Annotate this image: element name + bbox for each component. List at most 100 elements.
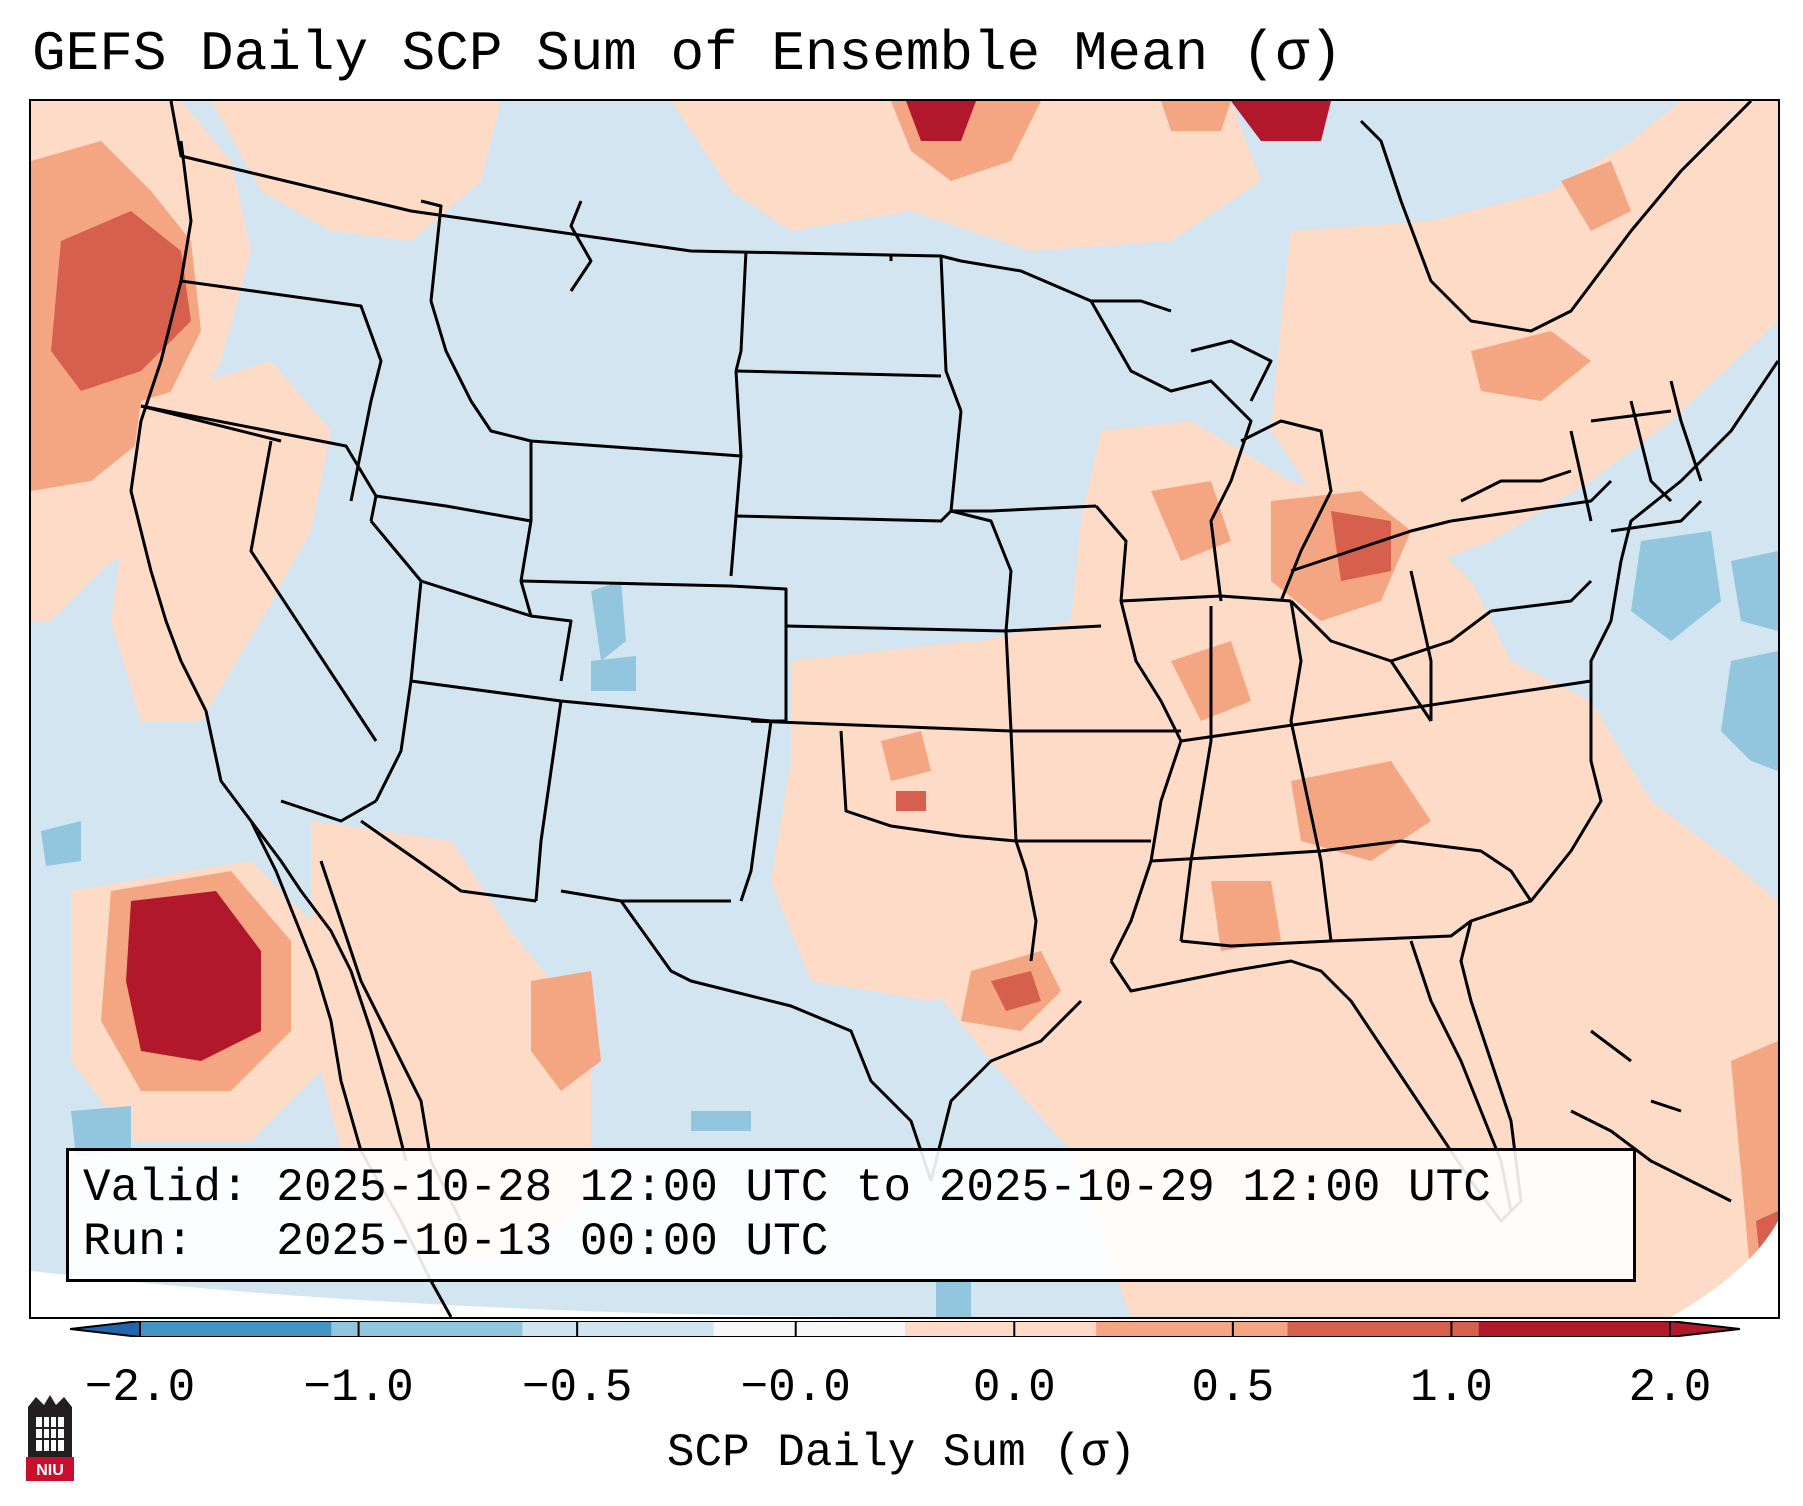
anomaly-patch [51, 211, 191, 391]
state-border [1014, 840, 1038, 962]
anomaly-patch [1731, 551, 1778, 631]
state-border [735, 369, 942, 378]
state-border [530, 370, 743, 458]
state-border [280, 799, 377, 823]
map-panel [29, 99, 1780, 1319]
state-border [1180, 939, 1332, 948]
anomaly-patch [1291, 761, 1431, 861]
anomaly-patch [771, 641, 1031, 1001]
niu-logo: NIU [26, 1395, 74, 1481]
colorbar-bin [331, 1321, 523, 1337]
caribbean-island [1650, 1099, 1682, 1113]
great-lakes-shoreline [1240, 419, 1333, 602]
valid-time-text: Valid: 2025-10-28 12:00 UTC to 2025-10-2… [83, 1162, 1491, 1214]
anomaly-patch [111, 361, 331, 721]
chart-title: GEFS Daily SCP Sum of Ensemble Mean (σ) [32, 22, 1343, 86]
coastline-west [129, 140, 453, 1317]
anomaly-patch [1161, 101, 1231, 131]
colorbar-tick-label: 0.5 [1191, 1362, 1275, 1414]
colorbar-tick-label: −0.5 [521, 1362, 633, 1414]
state-border [751, 626, 788, 723]
state-border [249, 440, 378, 742]
state-border [140, 404, 378, 522]
anomaly-patch [991, 971, 1041, 1011]
colorbar-tick-label: −1.0 [303, 1362, 414, 1414]
run-time-text: Run: 2025-10-13 00:00 UTC [83, 1216, 829, 1268]
anomaly-patch [1211, 881, 1281, 951]
niu-logo-text: NIU [36, 1462, 64, 1479]
state-border [534, 700, 563, 902]
us-canada-border [169, 101, 1172, 313]
state-border [1450, 479, 1613, 523]
state-border [730, 584, 788, 626]
state-border [735, 504, 1097, 523]
scp-map [31, 101, 1778, 1317]
anomaly-patch [881, 731, 931, 781]
state-border [939, 255, 963, 412]
great-lakes-shoreline [1190, 339, 1273, 402]
anomaly-patch [1721, 651, 1778, 771]
state-border [1409, 570, 1433, 721]
great-lakes-shoreline [1290, 519, 1452, 573]
state-border [750, 719, 1012, 733]
anomaly-patch [821, 421, 1778, 1317]
anomaly-patch [126, 891, 261, 1061]
state-border [1610, 499, 1703, 533]
colorbar-bin [522, 1321, 715, 1337]
state-border [619, 900, 933, 1182]
state-border [520, 579, 732, 588]
anomaly-patch [531, 971, 601, 1091]
anomaly-patch [71, 1106, 131, 1156]
state-border [369, 520, 423, 802]
colorbar-bins [70, 1321, 1740, 1337]
state-border [1180, 679, 1592, 743]
state-border [1590, 409, 1672, 423]
anomaly-patch [1561, 161, 1631, 231]
state-boundaries [129, 101, 1778, 1317]
state-border [1490, 579, 1593, 613]
anomaly-patch [41, 821, 81, 866]
colorbar-tick-label: −2.0 [84, 1362, 196, 1414]
anomaly-patch [906, 101, 976, 141]
state-border [1005, 624, 1102, 633]
state-border [1389, 660, 1433, 722]
state-border [950, 509, 1013, 632]
great-lakes-shoreline [1460, 469, 1572, 503]
state-border [739, 720, 773, 902]
anomaly-patch [936, 1281, 971, 1317]
anomaly-patch [691, 1111, 751, 1131]
projection-mask [31, 1271, 931, 1317]
state-border [560, 889, 731, 903]
state-border [1629, 400, 1673, 503]
state-border [949, 410, 963, 512]
colorbar-tick-label: 1.0 [1410, 1362, 1493, 1414]
anomaly-patch [1471, 331, 1591, 401]
anomaly-patch [1631, 531, 1721, 641]
caribbean-island [1590, 1029, 1632, 1063]
anomaly-patch [1151, 481, 1231, 561]
state-border [785, 624, 1007, 633]
anomaly-patch [1331, 511, 1391, 581]
colorbar-over-arrow [1670, 1321, 1740, 1337]
state-border [839, 730, 1017, 843]
state-border [1330, 919, 1472, 943]
us-canada-border [1359, 101, 1753, 333]
colorbar-tick-label: 2.0 [1628, 1362, 1712, 1414]
state-border [1569, 430, 1593, 522]
colorbar-tick-label: −0.0 [740, 1362, 851, 1414]
state-border [180, 279, 383, 502]
state-border [360, 819, 537, 903]
valid-run-info-box: Valid: 2025-10-28 12:00 UTC to 2025-10-2… [66, 1148, 1636, 1282]
colorbar-bin [1287, 1321, 1480, 1337]
caribbean-island [1570, 1109, 1732, 1203]
colorbar-bin [1478, 1321, 1671, 1337]
anomaly-patch [591, 656, 636, 691]
state-border [1109, 360, 1778, 1223]
state-border [569, 200, 593, 292]
baja-coast [249, 820, 408, 1162]
colorbar-bin [1096, 1321, 1288, 1337]
anomaly-patch [211, 101, 501, 241]
state-border [1179, 606, 1213, 942]
state-border [1400, 839, 1533, 902]
state-border [1289, 600, 1333, 942]
